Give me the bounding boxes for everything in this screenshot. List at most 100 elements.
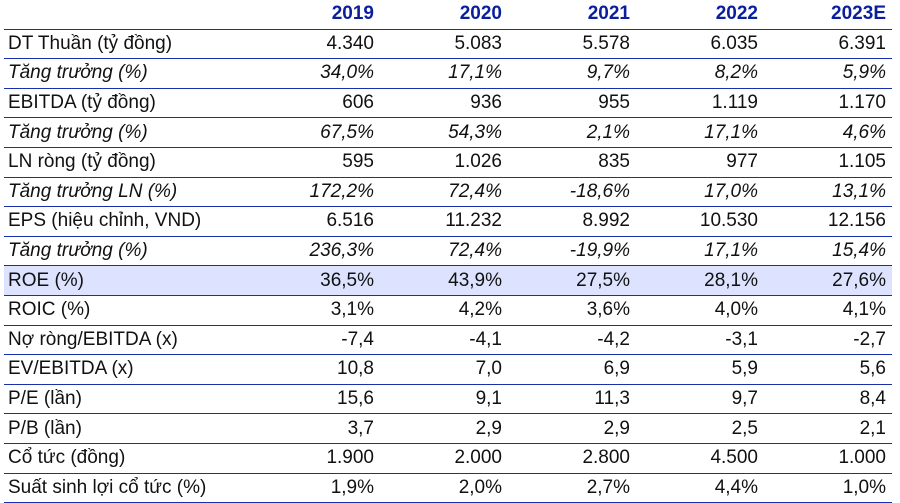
value-cell: 54,3% [380,117,508,148]
value-cell: 595 [252,147,380,178]
value-cell: -18,6% [508,177,636,208]
value-cell: 6.391 [764,29,892,60]
value-cell: 5.578 [508,29,636,60]
value-cell: 3,7 [252,413,380,444]
row-label: Tăng trưởng (%) [4,236,252,267]
header-row: 2019 2020 2021 2022 2023E [4,0,892,30]
row-label: Tăng trưởng LN (%) [4,177,252,208]
value-cell: 4,6% [764,117,892,148]
value-cell: 9,7 [636,384,764,415]
header-label-cell [4,0,252,30]
value-cell: 2,0% [380,473,508,503]
value-cell: 27,5% [508,265,636,296]
value-cell: 11,3 [508,384,636,415]
row-label: Tăng trưởng (%) [4,117,252,148]
value-cell: -19,9% [508,236,636,267]
value-cell: 15,6 [252,384,380,415]
row-label: Tăng trưởng (%) [4,58,252,89]
value-cell: 4,4% [636,473,764,503]
value-cell: 1.026 [380,147,508,178]
value-cell: 27,6% [764,265,892,296]
value-cell: -4,1 [380,325,508,356]
value-cell: 5,6 [764,354,892,385]
row-label: DT Thuần (tỷ đồng) [4,29,252,60]
value-cell: 6.035 [636,29,764,60]
value-cell: 17,1% [380,58,508,89]
value-cell: 4,1% [764,295,892,326]
value-cell: 13,1% [764,177,892,208]
row-label: Nợ ròng/EBITDA (x) [4,325,252,356]
value-cell: 8,2% [636,58,764,89]
header-year-2023e: 2023E [764,0,892,30]
table-row: EV/EBITDA (x) 10,8 7,0 6,9 5,9 5,6 [4,354,892,385]
value-cell: 7,0 [380,354,508,385]
value-cell: -4,2 [508,325,636,356]
table-row: DT Thuần (tỷ đồng) 4.340 5.083 5.578 6.035 6.… [4,29,892,60]
table-header: 2019 2020 2021 2022 2023E [4,0,892,30]
value-cell: 11.232 [380,206,508,237]
value-cell: 5.083 [380,29,508,60]
table-row: ROIC (%) 3,1% 4,2% 3,6% 4,0% 4,1% [4,295,892,326]
value-cell: 17,1% [636,117,764,148]
value-cell: -2,7 [764,325,892,356]
value-cell: 17,1% [636,236,764,267]
value-cell: 1.170 [764,88,892,119]
value-cell: 9,7% [508,58,636,89]
value-cell: 15,4% [764,236,892,267]
value-cell: 36,5% [252,265,380,296]
value-cell: 67,5% [252,117,380,148]
row-label: Cổ tức (đồng) [4,443,252,474]
value-cell: 1.119 [636,88,764,119]
header-year-2019: 2019 [252,0,380,30]
table-row: P/E (lần) 15,6 9,1 11,3 9,7 8,4 [4,384,892,415]
value-cell: 1.900 [252,443,380,474]
value-cell: 8,4 [764,384,892,415]
header-year-2022: 2022 [636,0,764,30]
value-cell: 5,9 [636,354,764,385]
table-row: EBITDA (tỷ đồng) 606 936 955 1.119 1.170 [4,88,892,119]
value-cell: 28,1% [636,265,764,296]
value-cell: 5,9% [764,58,892,89]
table-row: P/B (lần) 3,7 2,9 2,9 2,5 2,1 [4,413,892,444]
header-year-2020: 2020 [380,0,508,30]
row-label: Suất sinh lợi cổ tức (%) [4,473,252,503]
value-cell: 2.000 [380,443,508,474]
value-cell: 4,0% [636,295,764,326]
value-cell: 3,1% [252,295,380,326]
table-row: Tăng trưởng (%) 67,5% 54,3% 2,1% 17,1% 4,6% [4,117,892,148]
value-cell: 9,1 [380,384,508,415]
value-cell: 2,1% [508,117,636,148]
financial-summary-table: 2019 2020 2021 2022 2023E DT Thuần (tỷ đ… [4,0,892,503]
value-cell: 72,4% [380,236,508,267]
value-cell: 2,5 [636,413,764,444]
value-cell: 1.000 [764,443,892,474]
value-cell: 4.500 [636,443,764,474]
value-cell: 955 [508,88,636,119]
value-cell: 1,0% [764,473,892,503]
value-cell: 6.516 [252,206,380,237]
value-cell: 236,3% [252,236,380,267]
row-label: P/B (lần) [4,413,252,444]
value-cell: 3,6% [508,295,636,326]
value-cell: 835 [508,147,636,178]
row-label: EPS (hiệu chỉnh, VND) [4,206,252,237]
value-cell: 72,4% [380,177,508,208]
table-row: ROE (%) 36,5% 43,9% 27,5% 28,1% 27,6% [4,265,892,296]
row-label: EBITDA (tỷ đồng) [4,88,252,119]
value-cell: 17,0% [636,177,764,208]
value-cell: 43,9% [380,265,508,296]
value-cell: 4,2% [380,295,508,326]
table-row: Tăng trưởng (%) 236,3% 72,4% -19,9% 17,1% 15,… [4,236,892,267]
value-cell: 2,9 [508,413,636,444]
table-row: Cổ tức (đồng) 1.900 2.000 2.800 4.500 1.000 [4,443,892,474]
value-cell: 12.156 [764,206,892,237]
row-label: LN ròng (tỷ đồng) [4,147,252,178]
value-cell: -7,4 [252,325,380,356]
value-cell: 977 [636,147,764,178]
value-cell: 10.530 [636,206,764,237]
value-cell: 2,7% [508,473,636,503]
value-cell: 606 [252,88,380,119]
value-cell: 4.340 [252,29,380,60]
value-cell: -3,1 [636,325,764,356]
